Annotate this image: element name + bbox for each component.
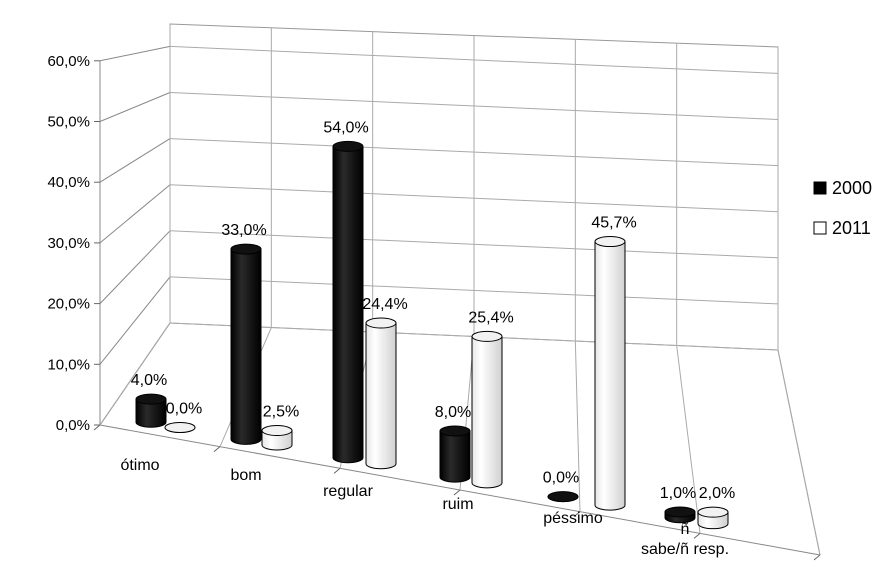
x-tick-mark bbox=[573, 511, 581, 518]
category-label: regular bbox=[323, 483, 373, 500]
bar-2011-4 bbox=[594, 236, 626, 511]
floor-divider bbox=[574, 340, 581, 512]
category-label: ruim bbox=[442, 496, 473, 513]
data-label: 54,0% bbox=[323, 119, 368, 136]
bar-body bbox=[594, 241, 626, 511]
bar-2000-1 bbox=[230, 243, 262, 445]
data-label: 0,0% bbox=[166, 400, 202, 417]
data-label: 2,5% bbox=[263, 404, 299, 421]
bar-top bbox=[135, 393, 167, 405]
x-tick-mark bbox=[693, 532, 701, 539]
x-tick-mark bbox=[813, 554, 821, 561]
bar-2011-5 bbox=[697, 506, 729, 530]
bar-2000-3 bbox=[439, 425, 471, 483]
x-tick-mark bbox=[213, 446, 221, 453]
floor-divider bbox=[676, 345, 701, 534]
data-label: 24,4% bbox=[362, 296, 407, 313]
bar-2000-4 bbox=[547, 491, 579, 503]
y-tick-label: 10,0% bbox=[47, 356, 90, 373]
legend: 2000 2011 bbox=[813, 178, 872, 238]
floor-divider bbox=[99, 322, 171, 426]
side-gridline bbox=[99, 92, 171, 122]
side-gridline bbox=[99, 276, 171, 365]
y-tick-label: 60,0% bbox=[47, 53, 90, 70]
bar-top bbox=[230, 243, 262, 255]
side-gridline bbox=[99, 138, 171, 183]
bar-top bbox=[439, 425, 471, 437]
y-tick-label: 20,0% bbox=[47, 296, 90, 313]
bar-body bbox=[471, 335, 503, 489]
bar-top bbox=[664, 506, 696, 518]
bar-top bbox=[594, 236, 626, 248]
category-label: péssimo bbox=[543, 510, 603, 527]
bar-2000-0 bbox=[135, 393, 167, 428]
category-label: ótimo bbox=[120, 457, 159, 474]
side-gridline bbox=[99, 184, 171, 244]
bar-top bbox=[471, 330, 503, 342]
data-label: 4,0% bbox=[131, 372, 167, 389]
bar-body bbox=[439, 430, 471, 483]
legend-swatch-2000 bbox=[813, 181, 827, 195]
bar-top bbox=[697, 506, 729, 518]
data-label: 8,0% bbox=[435, 404, 471, 421]
y-tick-label: 40,0% bbox=[47, 174, 90, 191]
x-tick-mark bbox=[93, 424, 101, 431]
bar-2000-2 bbox=[332, 140, 364, 464]
legend-swatch-2011 bbox=[813, 221, 827, 235]
bar-body bbox=[230, 248, 262, 445]
y-tick-label: 0,0% bbox=[56, 417, 90, 434]
y-tick-label: 50,0% bbox=[47, 114, 90, 131]
bar-top bbox=[261, 425, 293, 437]
data-label: 45,7% bbox=[591, 215, 636, 232]
data-label: 25,4% bbox=[468, 309, 513, 326]
bar-top bbox=[164, 421, 196, 433]
data-label: 2,0% bbox=[699, 485, 735, 502]
legend-label-2011: 2011 bbox=[832, 218, 871, 238]
y-axis: 0,0% 10,0% 20,0% 30,0% 40,0% 50,0% 60,0% bbox=[47, 53, 821, 561]
data-label: 1,0% bbox=[660, 485, 696, 502]
bar-top bbox=[332, 140, 364, 152]
data-label: 0,0% bbox=[543, 470, 579, 487]
category-label: bom bbox=[230, 467, 261, 484]
x-tick-mark bbox=[333, 467, 341, 474]
legend-label-2000: 2000 bbox=[832, 178, 872, 198]
x-tick-mark bbox=[453, 489, 461, 496]
bar-2011-0 bbox=[164, 421, 196, 433]
bar-top bbox=[365, 317, 397, 329]
side-gridline bbox=[99, 45, 171, 62]
bar-body bbox=[135, 398, 167, 428]
bar-top bbox=[547, 491, 579, 503]
data-label: 33,0% bbox=[221, 222, 266, 239]
bar-body bbox=[332, 145, 364, 464]
y-tick-label: 30,0% bbox=[47, 235, 90, 252]
bar-2011-2 bbox=[365, 317, 397, 470]
bar-2000-5 bbox=[664, 506, 696, 524]
bars-layer: 4,0% 33,0% 54,0% 8,0% 0,0% 1,0% 0,0% 2,5% 24,4% 2… bbox=[131, 119, 735, 530]
bar-2011-1 bbox=[261, 425, 293, 451]
category-label: ñ sabe/ñ resp. bbox=[641, 521, 729, 558]
x-axis: ótimo bom regular ruim péssimo ñ sabe/ñ resp. bbox=[120, 457, 729, 558]
bar-body bbox=[365, 322, 397, 470]
floor-divider bbox=[777, 349, 821, 556]
bar-2011-3 bbox=[471, 330, 503, 489]
side-gridline bbox=[99, 230, 171, 304]
